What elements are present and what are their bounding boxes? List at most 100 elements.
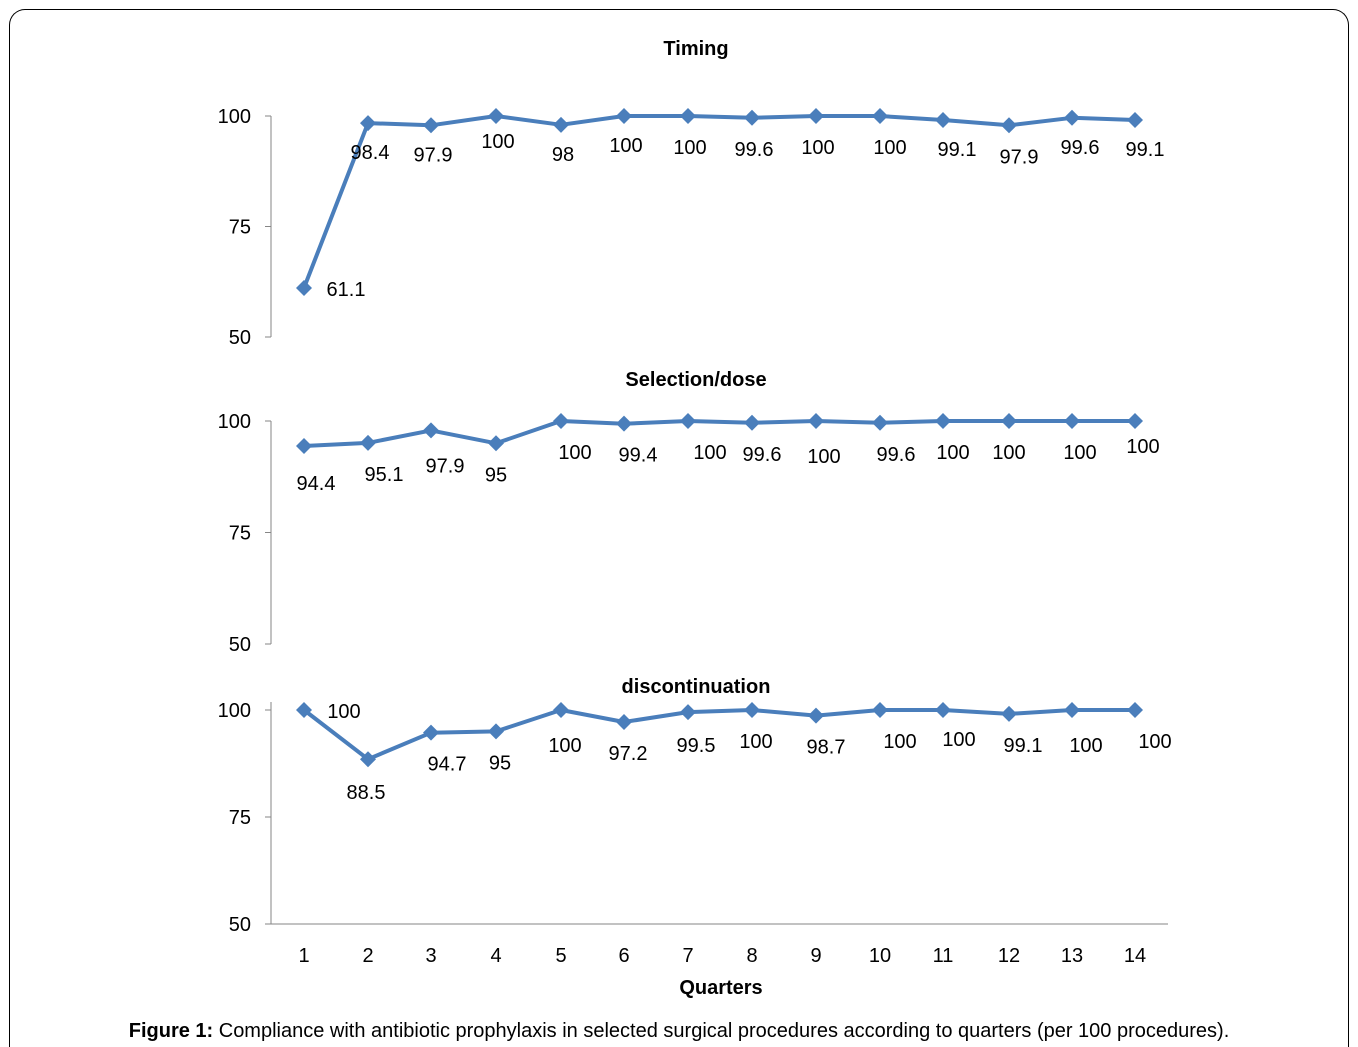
data-label: 100: [1126, 436, 1159, 458]
x-tick-label: 11: [933, 945, 954, 967]
x-tick-label: 7: [682, 945, 693, 967]
data-label: 100: [1069, 735, 1102, 757]
data-label: 99.6: [743, 444, 782, 466]
caption-label: Figure 1:: [128, 1020, 214, 1042]
data-label: 98.7: [807, 737, 846, 759]
y-tick-label: 100: [218, 700, 251, 722]
data-point: [296, 279, 312, 296]
data-point: [488, 108, 504, 124]
x-tick-label: 9: [810, 945, 821, 967]
x-tick-label: 10: [869, 945, 891, 967]
data-label: 100: [548, 735, 581, 757]
data-point: [296, 702, 312, 718]
y-tick-label: 75: [229, 523, 251, 545]
y-tick-label: 100: [218, 411, 251, 433]
y-tick-label: 50: [229, 914, 251, 936]
x-tick-label: 12: [998, 945, 1020, 967]
data-label: 100: [693, 442, 726, 464]
x-axis-title: Quarters: [679, 977, 762, 999]
x-tick-label: 13: [1061, 945, 1083, 967]
data-label: 100: [739, 731, 772, 753]
figure-frame: [9, 9, 1349, 1047]
data-point: [360, 434, 376, 451]
data-label: 100: [801, 137, 834, 159]
panel-title-3: discontinuation: [622, 676, 771, 698]
data-label: 88.5: [347, 782, 386, 804]
data-point: [744, 414, 760, 431]
data-point: [616, 415, 632, 432]
data-label: 99.1: [1126, 139, 1165, 161]
data-point: [935, 111, 951, 128]
data-label: 100: [936, 442, 969, 464]
data-point: [488, 723, 504, 740]
data-label: 95: [489, 752, 511, 774]
data-label: 100: [883, 731, 916, 753]
x-tick-label: 8: [746, 945, 757, 967]
data-point: [423, 117, 439, 134]
data-point: [1001, 705, 1017, 722]
data-point: [360, 751, 376, 768]
data-label: 100: [992, 442, 1025, 464]
data-label: 61.1: [327, 279, 366, 301]
data-point: [680, 413, 696, 429]
data-point: [744, 702, 760, 718]
data-point: [872, 108, 888, 124]
data-label: 94.7: [428, 754, 467, 776]
data-point: [553, 413, 569, 429]
x-tick-label: 5: [555, 945, 566, 967]
data-point: [360, 115, 376, 132]
data-point: [1001, 117, 1017, 134]
data-label: 99.6: [1061, 137, 1100, 159]
data-point: [935, 413, 951, 429]
x-tick-label: 4: [490, 945, 501, 967]
x-tick-label: 2: [362, 945, 373, 967]
data-label: 100: [327, 701, 360, 723]
y-tick-label: 50: [229, 327, 251, 349]
series-line-1: [302, 114, 1136, 289]
data-point: [296, 437, 312, 454]
data-label: 94.4: [297, 473, 336, 495]
y-tick-label: 75: [229, 807, 251, 829]
data-point: [680, 704, 696, 721]
x-tick-label: 14: [1124, 945, 1146, 967]
data-label: 100: [1138, 731, 1171, 753]
data-label: 98: [552, 144, 574, 166]
data-label: 100: [873, 137, 906, 159]
data-point: [1127, 702, 1143, 718]
data-point: [553, 702, 569, 718]
data-label: 98.4: [351, 142, 390, 164]
data-point: [680, 108, 696, 124]
data-point: [616, 108, 632, 124]
panel-title-1: Timing: [663, 38, 728, 60]
data-point: [744, 109, 760, 126]
data-label: 99.1: [938, 139, 977, 161]
data-label: 100: [942, 729, 975, 751]
data-point: [1064, 413, 1080, 429]
data-point: [423, 724, 439, 741]
caption-text: Compliance with antibiotic prophylaxis i…: [213, 1020, 1230, 1042]
data-label: 97.9: [1000, 146, 1039, 168]
y-tick-label: 50: [229, 634, 251, 656]
figure-caption: Figure 1: Compliance with antibiotic pro…: [0, 1019, 1358, 1043]
data-label: 100: [558, 442, 591, 464]
data-point: [872, 702, 888, 718]
x-tick-label: 1: [298, 945, 309, 967]
data-point: [935, 702, 951, 718]
y-tick-label: 100: [218, 106, 251, 128]
series-line-3: [302, 708, 1135, 762]
data-point: [1001, 413, 1017, 429]
data-label: 99.6: [877, 444, 916, 466]
data-point: [488, 435, 504, 452]
data-point: [808, 413, 824, 429]
data-label: 100: [807, 446, 840, 468]
data-point: [616, 713, 632, 730]
data-point: [423, 422, 439, 439]
data-point: [808, 707, 824, 724]
data-point: [1064, 702, 1080, 718]
panel-title-2: Selection/dose: [625, 369, 766, 391]
data-point: [1127, 413, 1143, 429]
data-label: 100: [609, 135, 642, 157]
data-point: [1064, 109, 1080, 126]
data-label: 97.9: [426, 455, 465, 477]
